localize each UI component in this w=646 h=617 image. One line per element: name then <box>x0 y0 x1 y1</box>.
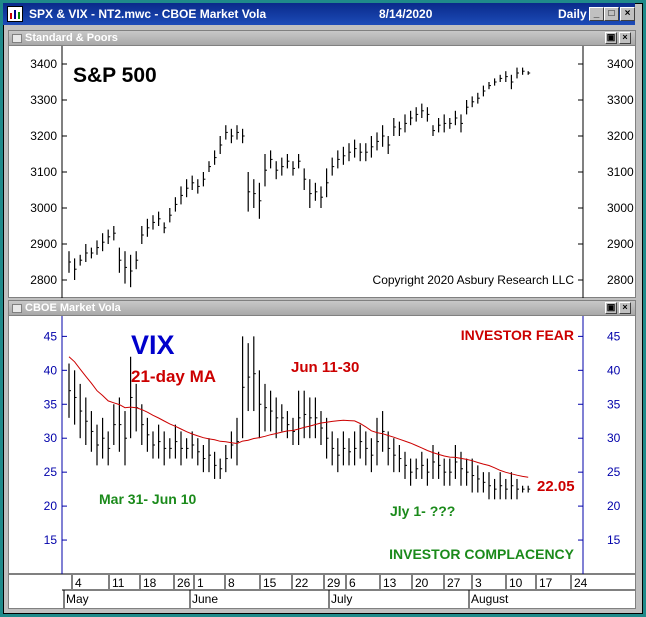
day-tick-label: 18 <box>143 576 157 590</box>
vix-restore-button[interactable]: ▣ <box>605 302 617 314</box>
day-tick-label: 10 <box>509 576 523 590</box>
jly-annotation: Jly 1- ??? <box>390 503 455 519</box>
day-tick-label: 4 <box>75 576 82 590</box>
vix-left-tick-label: 30 <box>44 431 58 445</box>
spx-right-tick-label: 3300 <box>607 93 634 107</box>
vix-left-tick-label: 15 <box>44 533 58 547</box>
spx-right-tick-label: 2800 <box>607 273 634 287</box>
vix-left-tick-label: 40 <box>44 363 58 377</box>
day-tick-label: 29 <box>327 576 341 590</box>
day-tick-label: 13 <box>383 576 397 590</box>
day-tick-label: 20 <box>415 576 429 590</box>
spx-left-tick-label: 3100 <box>30 165 57 179</box>
spx-right-tick-label: 3200 <box>607 129 634 143</box>
day-tick-label: 1 <box>197 576 204 590</box>
month-label: July <box>331 592 352 606</box>
spx-left-tick-label: 3400 <box>30 57 57 71</box>
spx-left-tick-label: 3000 <box>30 201 57 215</box>
spx-left-tick-label: 3300 <box>30 93 57 107</box>
investor-fear-text: INVESTOR FEAR <box>461 327 574 343</box>
minimize-button[interactable]: _ <box>589 7 604 21</box>
spx-panel-title: Standard & Poors <box>25 32 118 44</box>
day-tick-label: 26 <box>177 576 191 590</box>
vix-panel: CBOE Market Vola ▣ × 15 15 20 20 25 25 30 30 35 3… <box>8 300 636 574</box>
window-title: SPX & VIX - NT2.mwc - CBOE Market Vola <box>29 7 267 21</box>
copyright-text: Copyright 2020 Asbury Research LLC <box>373 273 575 287</box>
day-tick-label: 15 <box>263 576 277 590</box>
vix-left-tick-label: 45 <box>44 329 58 343</box>
day-tick-label: 11 <box>112 576 125 590</box>
spx-left-tick-label: 3200 <box>30 129 57 143</box>
chart-icon <box>10 10 20 19</box>
jun-annotation: Jun 11-30 <box>291 359 359 376</box>
vix-chart: 15 15 20 20 25 25 30 30 35 35 40 40 45 45 VIX 21-day … <box>44 316 621 574</box>
vix-close-button[interactable]: × <box>619 302 631 314</box>
month-label: June <box>192 592 218 606</box>
day-tick-label: 24 <box>574 576 588 590</box>
vix-right-tick-label: 15 <box>607 533 621 547</box>
vix-left-tick-label: 35 <box>44 397 58 411</box>
period-label: Daily <box>558 7 587 21</box>
window-date: 8/14/2020 <box>379 7 433 21</box>
vix-right-tick-label: 30 <box>607 431 621 445</box>
spx-right-tick-label: 3100 <box>607 165 634 179</box>
vix-left-tick-label: 20 <box>44 499 58 513</box>
vix-panel-title-bar[interactable]: CBOE Market Vola ▣ × <box>9 301 635 316</box>
vix-right-tick-label: 25 <box>607 465 621 479</box>
app-icon[interactable] <box>7 6 23 22</box>
vix-panel-title: CBOE Market Vola <box>25 302 121 314</box>
panel-icon <box>12 34 22 43</box>
close-button[interactable]: × <box>620 7 635 21</box>
spx-left-tick-label: 2800 <box>30 273 57 287</box>
day-tick-label: 27 <box>447 576 461 590</box>
month-label: May <box>66 592 89 606</box>
date-axis: 4 11 18 26 1 8 15 22 29 6 13 20 27 3 10 17 24 May June July… <box>8 574 636 609</box>
spx-right-tick-label: 3400 <box>607 57 634 71</box>
day-tick-label: 8 <box>228 576 235 590</box>
panel-icon <box>12 304 22 313</box>
day-tick-label: 3 <box>475 576 482 590</box>
vix-ma-line <box>68 356 529 478</box>
day-tick-label: 17 <box>539 576 553 590</box>
mar-annotation: Mar 31- Jun 10 <box>99 491 196 507</box>
investor-complacency-text: INVESTOR COMPLACENCY <box>389 546 575 562</box>
spx-close-button[interactable]: × <box>619 32 631 44</box>
spx-label: S&P 500 <box>73 64 157 87</box>
vix-right-tick-label: 35 <box>607 397 621 411</box>
vix-right-tick-label: 40 <box>607 363 621 377</box>
day-tick-label: 6 <box>349 576 356 590</box>
vix-label: VIX <box>131 330 175 360</box>
title-bar[interactable]: SPX & VIX - NT2.mwc - CBOE Market Vola 8… <box>3 3 635 25</box>
vix-right-tick-label: 45 <box>607 329 621 343</box>
vix-right-tick-label: 20 <box>607 499 621 513</box>
spx-panel-title-bar[interactable]: Standard & Poors ▣ × <box>9 31 635 46</box>
ma-label: 21-day MA <box>131 367 216 386</box>
spx-right-tick-label: 3000 <box>607 201 634 215</box>
spx-chart: 2800 2800 2900 2900 3000 3000 3100 3100 3200 3200… <box>30 46 634 298</box>
vix-last-value: 22.05 <box>537 478 575 495</box>
vix-left-tick-label: 25 <box>44 465 58 479</box>
maximize-button[interactable]: □ <box>604 7 619 21</box>
day-tick-label: 22 <box>295 576 309 590</box>
spx-right-tick-label: 2900 <box>607 237 634 251</box>
spx-restore-button[interactable]: ▣ <box>605 32 617 44</box>
spx-left-tick-label: 2900 <box>30 237 57 251</box>
spx-panel: Standard & Poors ▣ × 2800 2800 2900 2900 300… <box>8 30 636 298</box>
month-label: August <box>471 592 509 606</box>
